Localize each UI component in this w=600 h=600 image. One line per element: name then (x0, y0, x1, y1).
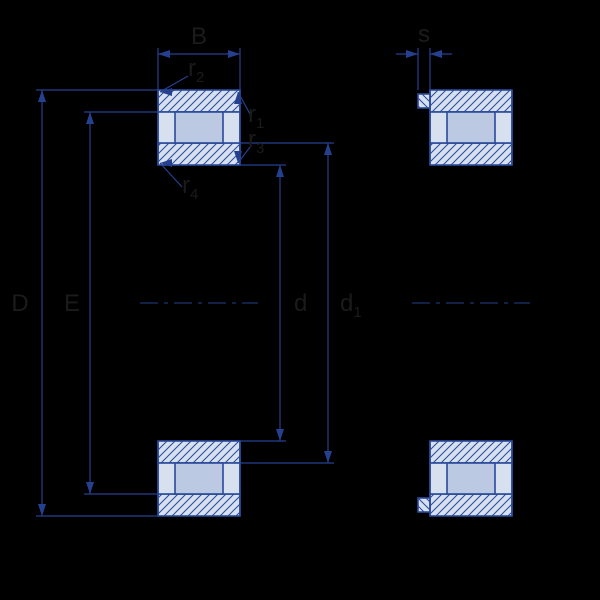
label-E: E (64, 290, 80, 317)
label-D: D (11, 290, 28, 317)
bearing-cross-section-diagram: DEdd1Br2r1r3r4s (0, 0, 600, 600)
label-s: s (418, 21, 430, 48)
label-d: d (294, 290, 307, 317)
label-B: B (191, 23, 207, 50)
